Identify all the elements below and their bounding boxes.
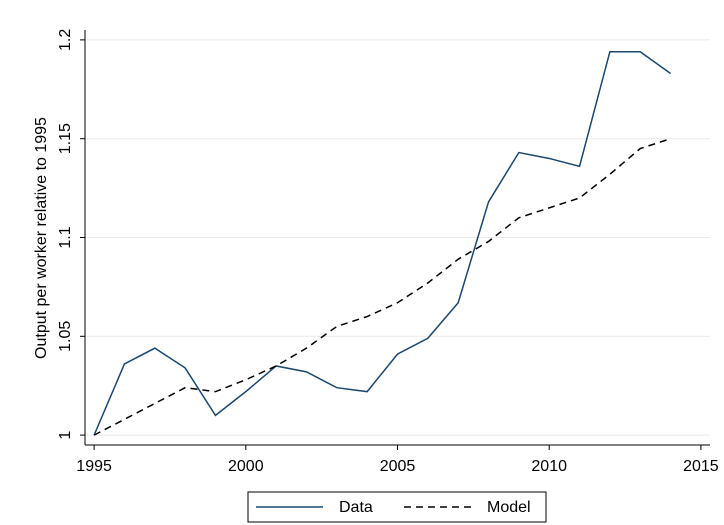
- legend-label: Model: [487, 499, 531, 516]
- x-tick-label: 2005: [380, 458, 416, 475]
- y-tick-label: 1.15: [57, 123, 74, 154]
- x-tick-label: 1995: [76, 458, 112, 475]
- x-tick-label: 2010: [531, 458, 567, 475]
- legend-label: Data: [339, 499, 373, 516]
- series-line: [93, 50, 671, 436]
- x-tick-label: 2015: [683, 458, 719, 475]
- y-axis-title: Output per worker relative to 1995: [33, 117, 50, 359]
- y-tick-label: 1.05: [57, 321, 74, 352]
- y-tick-label: 1: [57, 431, 74, 440]
- series-line: [93, 137, 671, 436]
- y-tick-label: 1.1: [57, 226, 74, 248]
- y-tick-label: 1.2: [57, 29, 74, 51]
- x-tick-label: 2000: [228, 458, 264, 475]
